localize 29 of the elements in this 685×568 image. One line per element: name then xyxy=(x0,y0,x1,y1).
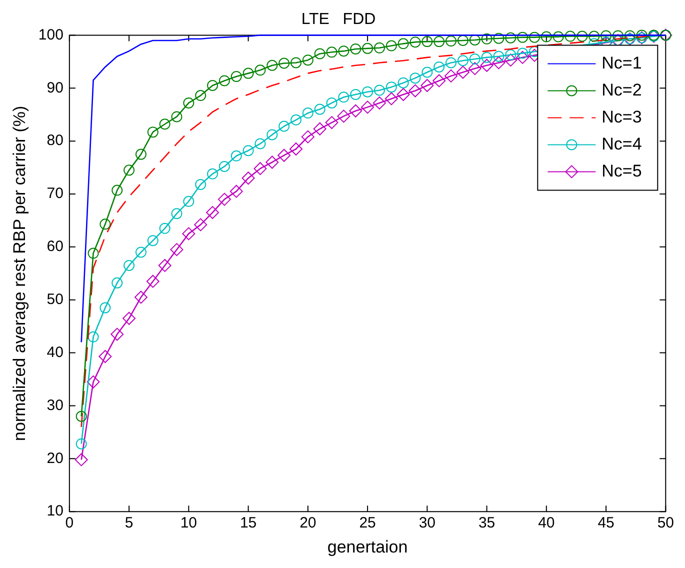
x-tick-label: 0 xyxy=(65,514,74,532)
x-tick-label: 35 xyxy=(478,514,496,532)
y-tick-label: 20 xyxy=(46,450,64,467)
x-tick-label: 15 xyxy=(240,514,257,532)
legend-label: Nc=3 xyxy=(602,107,642,126)
y-tick-label: 90 xyxy=(46,79,64,96)
x-tick-label: 20 xyxy=(300,514,316,532)
y-tick-label: 40 xyxy=(46,344,64,361)
legend-label: Nc=5 xyxy=(602,161,642,180)
x-tick-label: 25 xyxy=(359,514,376,532)
y-tick-label: 50 xyxy=(46,291,64,308)
y-tick-label: 60 xyxy=(46,238,64,256)
y-tick-label: 10 xyxy=(46,502,64,520)
y-tick-label: 70 xyxy=(46,185,64,202)
y-tick-label: 30 xyxy=(46,396,64,414)
y-tick-label: 80 xyxy=(46,132,64,150)
legend-label: Nc=4 xyxy=(602,134,642,154)
x-tick-label: 30 xyxy=(418,514,436,532)
x-tick-label: 10 xyxy=(180,514,198,532)
x-tick-label: 50 xyxy=(657,514,674,532)
x-tick-label: 45 xyxy=(598,514,614,532)
legend-label: Nc=2 xyxy=(602,80,642,100)
chart-title: LTE FDD xyxy=(301,11,376,28)
legend-label: Nc=1 xyxy=(602,53,642,72)
y-tick-label: 100 xyxy=(38,26,64,44)
x-tick-label: 40 xyxy=(538,514,555,532)
x-axis-title: genertaion xyxy=(327,537,408,556)
x-tick-label: 5 xyxy=(124,514,134,532)
y-axis-title: normalized average rest RBP per carrier (%) xyxy=(10,106,29,441)
